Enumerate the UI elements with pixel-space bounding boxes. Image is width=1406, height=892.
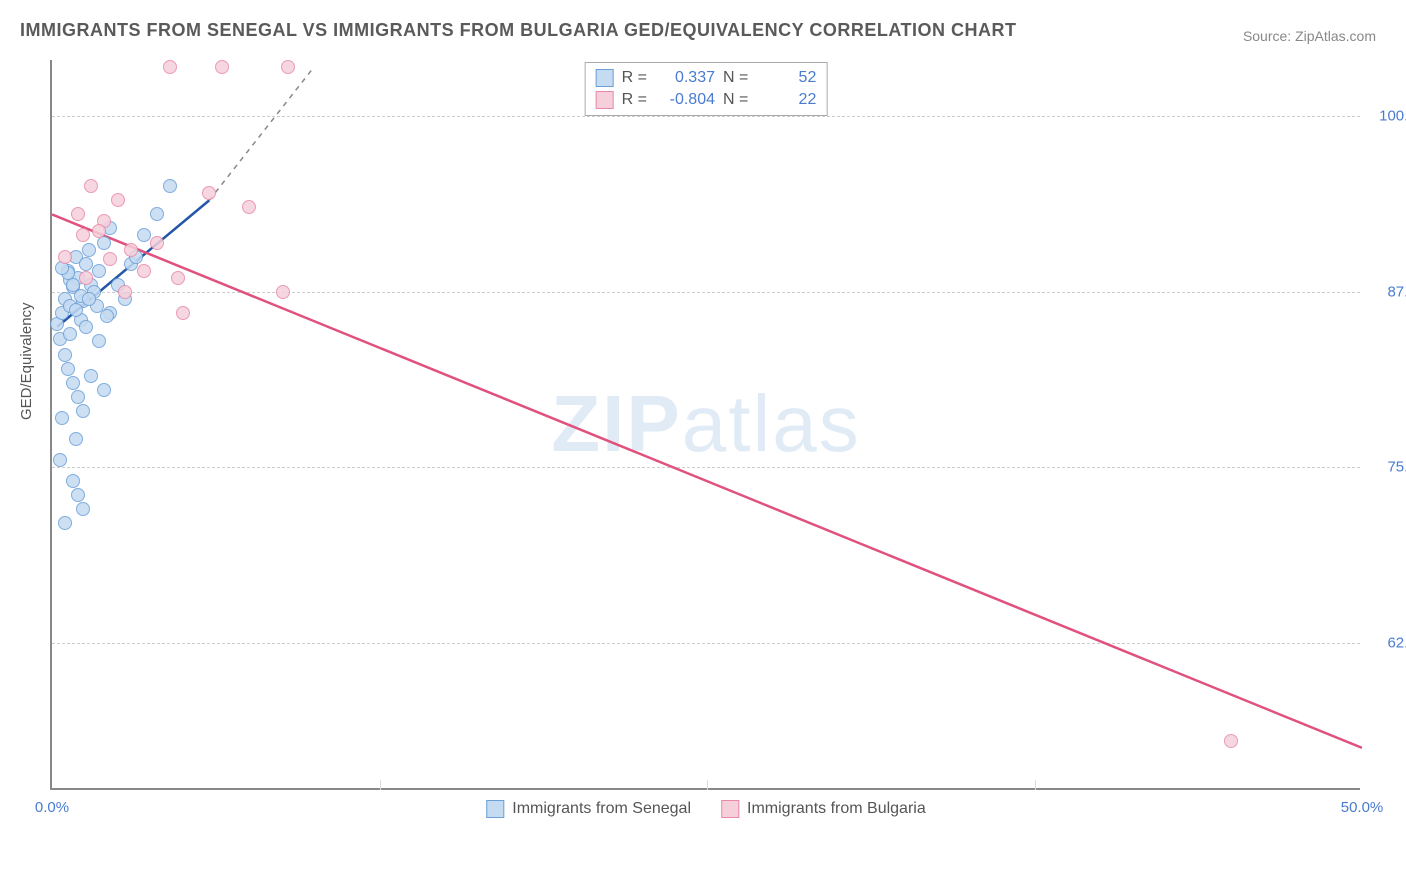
x-tick-label: 50.0%	[1341, 799, 1384, 816]
legend-swatch-bulgaria	[596, 91, 614, 109]
scatter-point	[124, 243, 138, 257]
legend-swatch-bulgaria	[721, 800, 739, 818]
trend-line-extrapolated	[209, 67, 314, 200]
scatter-point	[171, 271, 185, 285]
series-legend: Immigrants from Senegal Immigrants from …	[486, 800, 925, 818]
scatter-point	[281, 60, 295, 74]
scatter-point	[137, 264, 151, 278]
scatter-point	[242, 200, 256, 214]
scatter-point	[82, 243, 96, 257]
n-label: N =	[723, 69, 748, 87]
x-tick-label: 0.0%	[35, 799, 69, 816]
scatter-point	[76, 502, 90, 516]
legend-item-bulgaria: Immigrants from Bulgaria	[721, 800, 926, 818]
y-tick-label: 62.5%	[1370, 634, 1406, 651]
scatter-point	[215, 60, 229, 74]
legend-row-senegal: R = 0.337 N = 52	[596, 67, 817, 89]
legend-label-senegal: Immigrants from Senegal	[512, 800, 691, 818]
scatter-point	[150, 207, 164, 221]
scatter-point	[61, 362, 75, 376]
y-axis-title: GED/Equivalency	[18, 302, 35, 420]
scatter-point	[58, 348, 72, 362]
scatter-point	[79, 320, 93, 334]
scatter-point	[92, 224, 106, 238]
scatter-point	[84, 369, 98, 383]
source-attribution: Source: ZipAtlas.com	[1243, 28, 1376, 44]
scatter-point	[103, 252, 117, 266]
legend-swatch-senegal	[596, 69, 614, 87]
legend-label-bulgaria: Immigrants from Bulgaria	[747, 800, 926, 818]
r-value-senegal: 0.337	[655, 69, 715, 87]
scatter-point	[69, 432, 83, 446]
scatter-point	[84, 179, 98, 193]
scatter-point	[66, 474, 80, 488]
n-value-senegal: 52	[756, 69, 816, 87]
scatter-point	[71, 207, 85, 221]
scatter-point	[71, 488, 85, 502]
scatter-point	[97, 383, 111, 397]
chart-title: IMMIGRANTS FROM SENEGAL VS IMMIGRANTS FR…	[20, 20, 1017, 41]
scatter-point	[276, 285, 290, 299]
scatter-point	[53, 453, 67, 467]
scatter-point	[79, 271, 93, 285]
scatter-point	[100, 309, 114, 323]
y-tick-label: 100.0%	[1370, 108, 1406, 125]
r-label: R =	[622, 91, 647, 109]
scatter-point	[55, 411, 69, 425]
scatter-point	[69, 303, 83, 317]
scatter-point	[176, 306, 190, 320]
correlation-legend: R = 0.337 N = 52 R = -0.804 N = 22	[585, 62, 828, 116]
scatter-point	[118, 285, 132, 299]
scatter-point	[66, 278, 80, 292]
trend-lines-svg	[52, 60, 1362, 790]
trend-line	[52, 214, 1362, 747]
r-label: R =	[622, 69, 647, 87]
scatter-point	[71, 390, 85, 404]
scatter-point	[1224, 734, 1238, 748]
scatter-point	[66, 376, 80, 390]
scatter-point	[82, 292, 96, 306]
scatter-point	[163, 179, 177, 193]
r-value-bulgaria: -0.804	[655, 91, 715, 109]
scatter-point	[58, 516, 72, 530]
y-tick-label: 75.0%	[1370, 459, 1406, 476]
scatter-point	[79, 257, 93, 271]
n-value-bulgaria: 22	[756, 91, 816, 109]
scatter-point	[137, 228, 151, 242]
legend-row-bulgaria: R = -0.804 N = 22	[596, 89, 817, 111]
scatter-point	[202, 186, 216, 200]
scatter-point	[76, 228, 90, 242]
scatter-point	[92, 334, 106, 348]
legend-item-senegal: Immigrants from Senegal	[486, 800, 691, 818]
legend-swatch-senegal	[486, 800, 504, 818]
chart-plot-area: ZIPatlas R = 0.337 N = 52 R = -0.804 N =…	[50, 60, 1360, 790]
scatter-point	[76, 404, 90, 418]
scatter-point	[150, 236, 164, 250]
scatter-point	[111, 193, 125, 207]
scatter-point	[163, 60, 177, 74]
scatter-point	[63, 327, 77, 341]
scatter-point	[58, 250, 72, 264]
n-label: N =	[723, 91, 748, 109]
y-tick-label: 87.5%	[1370, 283, 1406, 300]
scatter-point	[92, 264, 106, 278]
